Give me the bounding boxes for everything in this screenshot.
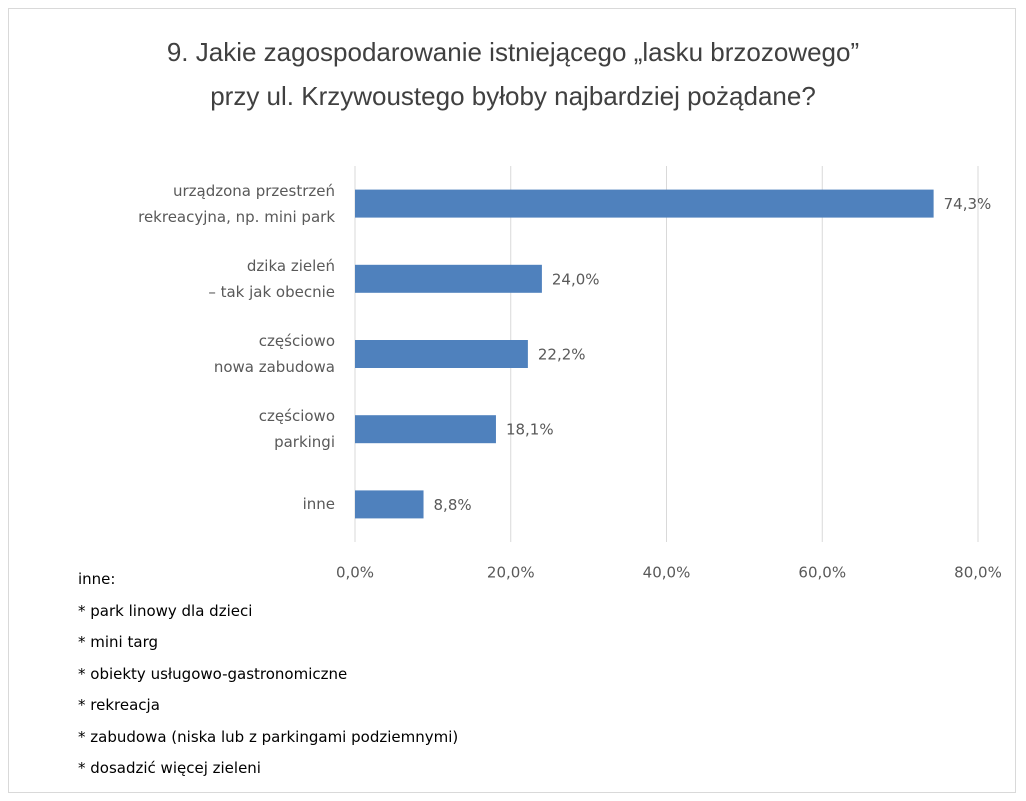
note-item: * obiekty usługowo-gastronomiczne bbox=[78, 664, 348, 683]
value-label: 24,0% bbox=[552, 270, 600, 288]
note-item: * dosadzić więcej zieleni bbox=[78, 759, 261, 777]
y-tick-label: urządzona przestrzeń rekreacyjna, np. mi… bbox=[138, 181, 335, 226]
y-tick-label: dzika zieleń – tak jak obecnie bbox=[208, 256, 335, 301]
notes-title: inne: bbox=[78, 570, 116, 588]
bar bbox=[355, 264, 542, 293]
x-tick-label: 60,0% bbox=[798, 564, 846, 582]
bar bbox=[355, 189, 934, 218]
note-item: * zabudowa (niska lub z parkingami podzi… bbox=[78, 727, 459, 746]
note-item: * park linowy dla dzieci bbox=[78, 601, 253, 620]
x-tick-label: 20,0% bbox=[487, 564, 535, 582]
notes: inne: * park linowy dla dzieci * mini tar… bbox=[78, 566, 458, 787]
value-label: 18,1% bbox=[506, 421, 554, 439]
note-item: * mini targ bbox=[78, 633, 158, 651]
note-item: * rekreacja bbox=[78, 696, 160, 714]
y-tick-label: częściowo nowa zabudowa bbox=[213, 332, 335, 376]
chart-title: 9. Jakie zagospodarowanie istniejącego „… bbox=[166, 37, 860, 111]
x-tick-label: 40,0% bbox=[643, 564, 691, 582]
x-tick-label: 80,0% bbox=[954, 564, 1002, 582]
y-tick-label: częściowo parkingi bbox=[258, 407, 335, 452]
bar bbox=[355, 415, 496, 444]
bar bbox=[355, 490, 424, 519]
y-tick-label: inne bbox=[302, 495, 335, 514]
value-label: 8,8% bbox=[434, 496, 472, 514]
x-tick-label: 0,0% bbox=[336, 564, 374, 582]
bar bbox=[355, 340, 528, 368]
value-label: 22,2% bbox=[538, 346, 586, 364]
chart-frame bbox=[8, 8, 1016, 793]
value-label: 74,3% bbox=[944, 195, 992, 213]
